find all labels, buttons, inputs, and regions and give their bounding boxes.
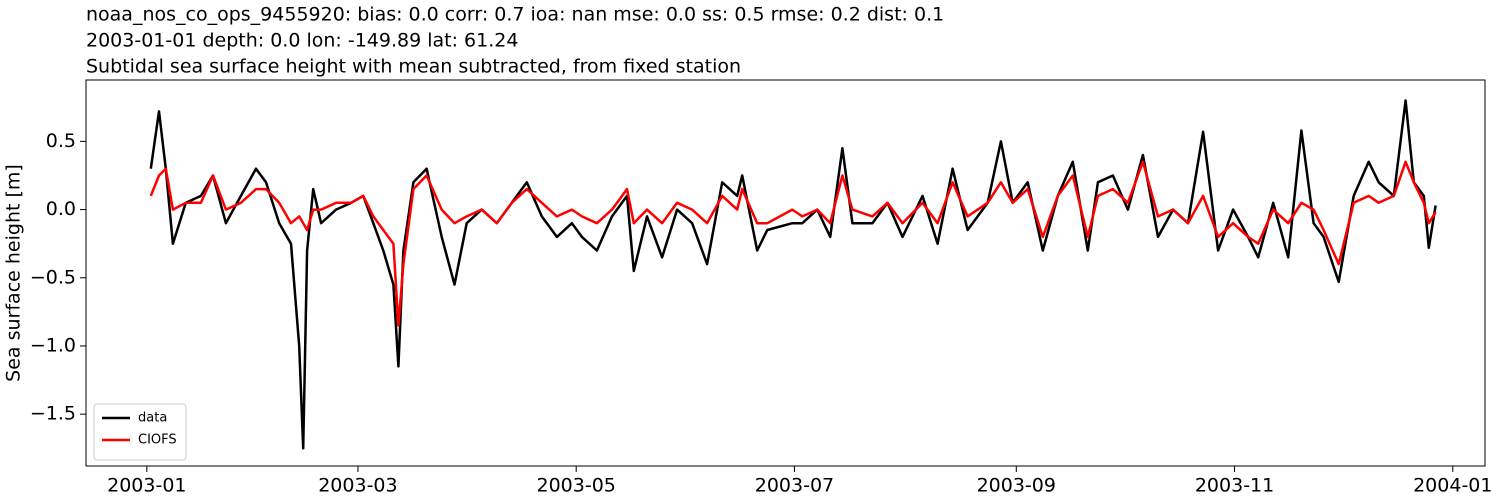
y-tick-label: −0.5 [30, 266, 76, 288]
x-tick-label: 2003-01 [107, 475, 186, 497]
legend: data CIOFS [93, 403, 187, 461]
x-tick-label: 2003-03 [318, 475, 397, 497]
series-line [149, 99, 1437, 450]
chart-subtitle: 2003-01-01 depth: 0.0 lon: -149.89 lat: … [86, 30, 518, 52]
x-tick-label: 2003-09 [977, 475, 1056, 497]
y-tick-label: −1.0 [30, 334, 76, 356]
plot-frame [85, 79, 1486, 467]
x-tick-label: 2004-01 [1413, 475, 1492, 497]
x-tick-label: 2003-07 [755, 475, 834, 497]
y-tick-label: 0.0 [46, 198, 76, 220]
y-axis-label: Sea surface height [m] [3, 164, 25, 382]
x-tick-label: 2003-05 [536, 475, 615, 497]
legend-label: data [138, 411, 167, 426]
chart-title: noaa_nos_co_ops_9455920: bias: 0.0 corr:… [86, 4, 944, 26]
chart-subtitle: Subtidal sea surface height with mean su… [86, 56, 741, 78]
x-tick-label: 2003-11 [1195, 475, 1274, 497]
legend-label: CIOFS [138, 433, 177, 448]
y-tick-label: −1.5 [30, 403, 76, 425]
y-tick-label: 0.5 [46, 130, 76, 152]
series-line [149, 160, 1437, 327]
